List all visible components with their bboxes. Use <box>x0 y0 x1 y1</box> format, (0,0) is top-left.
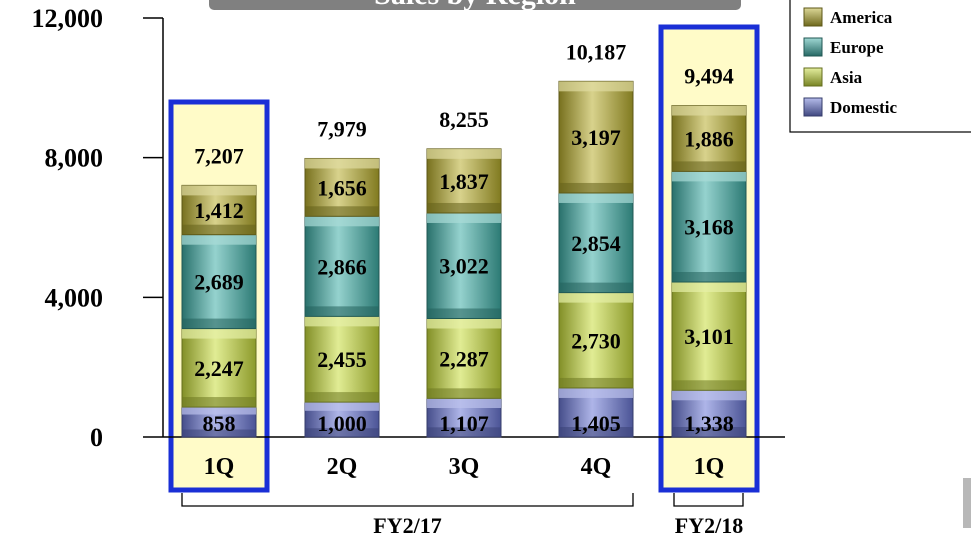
y-tick-label: 12,000 <box>32 4 104 33</box>
legend: America Europe Asia Domestic <box>790 0 971 132</box>
segment-value-label: 1,656 <box>317 175 367 200</box>
group-label: FY2/18 <box>675 513 743 538</box>
segment-value-label: 2,455 <box>317 347 367 372</box>
group-bracket-fy2-18: FY2/18 <box>674 493 743 538</box>
total-value-label: 9,494 <box>684 64 734 89</box>
title-banner: Sales by Region <box>209 0 741 11</box>
segment-value-label: 1,405 <box>571 411 621 436</box>
y-tick-label: 4,000 <box>45 283 104 312</box>
segment-value-label: 1,338 <box>684 411 734 436</box>
group-brackets-layer: FY2/17 FY2/18 <box>182 493 743 538</box>
category-label: 1Q <box>204 454 235 480</box>
segment-value-label: 3,168 <box>684 215 734 240</box>
scrollbar-thumb[interactable] <box>963 478 971 528</box>
segment-value-label: 2,287 <box>439 346 489 371</box>
category-label: 3Q <box>449 454 480 480</box>
y-tick-label: 8,000 <box>45 144 104 173</box>
segment-value-label: 1,107 <box>439 411 489 436</box>
category-label: 1Q <box>694 454 725 480</box>
legend-swatch <box>804 68 822 86</box>
segment-value-label: 2,247 <box>194 356 244 381</box>
y-tick-label: 0 <box>90 423 103 452</box>
total-value-label: 10,187 <box>566 39 627 64</box>
chart-title: Sales by Region <box>374 0 576 11</box>
category-label: 4Q <box>581 454 612 480</box>
segment-value-label: 2,689 <box>194 270 244 295</box>
legend-swatch <box>804 8 822 26</box>
category-label: 2Q <box>327 454 358 480</box>
legend-label: Domestic <box>830 98 897 117</box>
legend-item-europe: Europe <box>804 38 884 57</box>
segment-value-label: 1,837 <box>439 169 489 194</box>
segment-value-label: 3,101 <box>684 324 734 349</box>
group-bracket-fy2-17: FY2/17 <box>182 493 633 538</box>
legend-label: America <box>830 8 893 27</box>
segment-value-label: 1,412 <box>194 198 244 223</box>
segment-value-label: 1,886 <box>684 126 734 151</box>
total-value-label: 7,207 <box>194 143 244 168</box>
segment-value-label: 2,854 <box>571 231 621 256</box>
segment-value-label: 3,197 <box>571 125 621 150</box>
legend-item-domestic: Domestic <box>804 98 897 117</box>
segment-value-label: 1,000 <box>317 411 367 436</box>
group-label: FY2/17 <box>373 513 441 538</box>
legend-swatch <box>804 98 822 116</box>
legend-item-america: America <box>804 8 893 27</box>
segment-value-label: 3,022 <box>439 254 489 279</box>
total-value-label: 7,979 <box>317 116 367 141</box>
legend-swatch <box>804 38 822 56</box>
legend-label: Europe <box>830 38 884 57</box>
segment-value-label: 2,730 <box>571 328 621 353</box>
legend-label: Asia <box>830 68 863 87</box>
segment-value-label: 858 <box>203 411 236 436</box>
legend-item-asia: Asia <box>804 68 863 87</box>
total-value-label: 8,255 <box>439 107 489 132</box>
segment-value-label: 2,866 <box>317 254 367 279</box>
labels-layer: 858 2,247 2,689 1,412 7,207 1Q 1,000 2,455 2,866… <box>194 39 734 480</box>
